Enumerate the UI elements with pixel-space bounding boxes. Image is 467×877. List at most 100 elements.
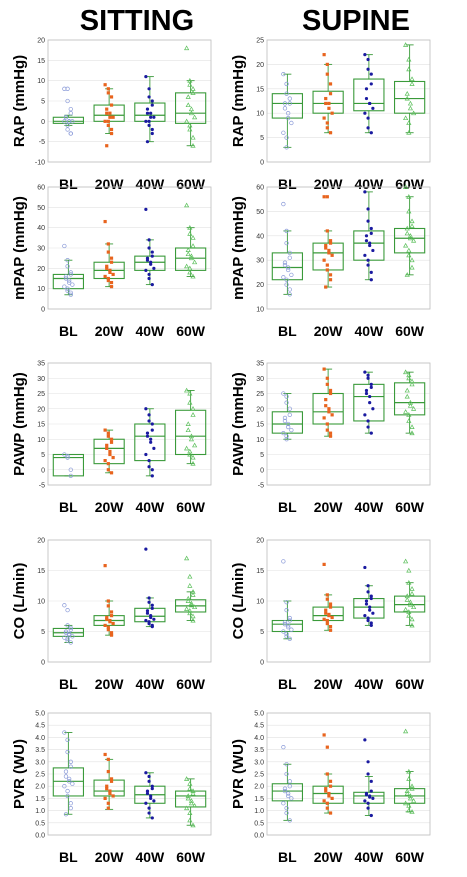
- y-tick-label: 1.0: [35, 808, 45, 815]
- y-tick-label: 10: [37, 437, 45, 444]
- data-point: [65, 455, 70, 460]
- chart-panel-supine-pvr: 0.0 0.5 1.0 1.5 2.0 2.5 3.0 3.5 4.0 4.5 5.0 PVR (WU…: [230, 711, 431, 865]
- column-title-sitting: SITTING: [80, 5, 194, 37]
- data-point: [366, 419, 370, 423]
- data-point: [190, 412, 196, 417]
- data-point: [63, 774, 69, 779]
- data-point: [185, 598, 191, 603]
- data-point: [366, 584, 370, 588]
- data-point: [68, 640, 73, 645]
- data-point: [184, 445, 190, 451]
- data-point: [281, 559, 286, 564]
- y-tick-label: 20: [37, 538, 45, 545]
- data-point: [192, 259, 198, 265]
- data-point: [364, 793, 369, 797]
- data-point: [325, 618, 329, 623]
- data-point: [404, 230, 410, 236]
- data-point: [144, 207, 148, 211]
- box-iqr: [393, 382, 426, 416]
- data-point: [328, 811, 333, 815]
- data-point: [322, 733, 326, 737]
- y-tick-label: 5: [41, 452, 45, 459]
- data-point: [403, 800, 409, 806]
- data-point: [409, 809, 415, 814]
- box-40w: [134, 407, 166, 478]
- plot-frame: [47, 39, 212, 163]
- data-point: [184, 202, 190, 208]
- data-point: [325, 801, 329, 805]
- data-point: [150, 474, 154, 478]
- data-point: [325, 121, 329, 125]
- box-bl: [271, 201, 304, 297]
- data-point: [62, 603, 67, 608]
- data-point: [325, 806, 329, 810]
- data-point: [369, 231, 373, 235]
- y-tick-label: 25: [256, 391, 264, 398]
- data-point: [404, 387, 410, 393]
- box-40w: [134, 771, 166, 820]
- data-point: [327, 106, 331, 110]
- data-point: [363, 253, 367, 257]
- x-category-label: 20W: [95, 676, 125, 692]
- data-point: [103, 119, 107, 123]
- data-point: [147, 621, 151, 626]
- data-point: [68, 806, 73, 811]
- data-point: [70, 781, 75, 786]
- box-iqr: [271, 411, 304, 434]
- data-point: [63, 115, 69, 120]
- data-point: [185, 795, 191, 801]
- data-point: [188, 253, 195, 259]
- data-point: [185, 421, 191, 426]
- y-tick-label: 4.0: [35, 735, 45, 742]
- data-point: [289, 796, 294, 801]
- data-point: [409, 218, 415, 224]
- data-point: [109, 614, 114, 618]
- data-point: [145, 111, 150, 115]
- y-axis-label: PAWP (mmHg): [230, 372, 247, 476]
- data-point: [70, 634, 75, 639]
- data-point: [187, 82, 193, 87]
- y-tick-label: 40: [256, 233, 264, 240]
- box-60w: [174, 202, 207, 279]
- data-point: [284, 394, 289, 399]
- y-tick-label: 30: [256, 258, 264, 265]
- data-point: [325, 597, 329, 601]
- box-bl: [52, 730, 85, 817]
- data-point: [324, 243, 328, 248]
- data-point: [287, 406, 292, 411]
- data-point: [406, 208, 412, 214]
- data-point: [106, 278, 110, 283]
- data-point: [144, 618, 148, 623]
- box-iqr: [134, 255, 166, 271]
- y-tick-label: 35: [37, 361, 45, 368]
- data-point: [366, 618, 370, 623]
- data-point: [324, 608, 328, 612]
- data-point: [65, 638, 70, 643]
- data-point: [404, 90, 410, 96]
- data-point: [147, 806, 151, 810]
- data-point: [282, 260, 288, 265]
- data-point: [111, 272, 115, 277]
- data-point: [284, 437, 289, 442]
- data-point: [287, 255, 292, 260]
- x-category-label: 20W: [95, 176, 125, 192]
- data-point: [190, 592, 196, 597]
- data-point: [368, 401, 372, 405]
- data-point: [406, 247, 412, 253]
- y-axis-label: PVR (WU): [11, 739, 28, 809]
- data-point: [149, 440, 153, 444]
- data-point: [363, 53, 367, 57]
- x-category-label: 60W: [176, 323, 206, 339]
- data-point: [281, 431, 286, 436]
- data-point: [106, 119, 110, 123]
- y-tick-label: 3.5: [35, 747, 45, 754]
- y-tick-label: 3.0: [35, 759, 45, 766]
- y-tick-label: 0: [41, 660, 45, 667]
- chart-panel-supine-pawp: -5 0 5 10 15 20 25 30 35 PAWP (mmHg) BL 20W 40W 60W: [230, 361, 431, 515]
- data-point: [111, 621, 115, 626]
- data-point: [407, 105, 414, 111]
- data-point: [325, 195, 329, 199]
- data-point: [192, 114, 198, 120]
- data-point: [190, 617, 196, 623]
- data-point: [106, 625, 110, 629]
